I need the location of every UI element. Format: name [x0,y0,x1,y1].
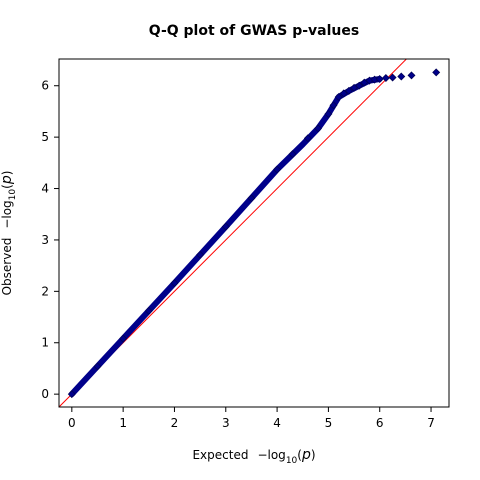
data-point [247,194,256,203]
data-point [314,124,323,133]
data-point [324,110,333,118]
data-point [388,73,397,82]
y-tick-label: 3 [41,233,49,247]
x-tick-label: 6 [376,416,384,430]
data-point [329,101,338,110]
data-point [170,279,179,288]
data-point [375,75,384,83]
data-point [339,89,348,98]
data-point [288,150,297,159]
x-tick-label: 1 [119,416,127,430]
data-point [334,93,343,101]
data-point [432,68,441,77]
x-tick-label: 3 [222,416,230,430]
x-tick-label: 4 [273,416,281,430]
data-point [144,306,153,315]
y-tick-label: 5 [41,130,49,144]
y-tick-label: 4 [41,182,49,196]
plot-frame [58,58,450,408]
data-point [119,334,128,343]
data-point [355,81,364,90]
y-axis-label: Observed−log10(p) [0,171,18,296]
data-point [221,222,230,231]
observed-points-band [68,76,383,398]
data-point [381,74,390,82]
data-point [407,71,416,80]
data-point [67,390,76,399]
x-tick-label: 5 [325,416,333,430]
x-tick-label: 0 [68,416,76,430]
data-point [303,134,312,143]
y-tick-label: 6 [41,79,49,93]
data-point [273,165,282,174]
data-point [344,86,353,95]
data-point [397,72,406,81]
data-point [196,250,205,259]
y-tick-label: 2 [41,284,49,298]
y-tick-label: 1 [41,336,49,350]
chart-title: Q-Q plot of GWAS p-values [149,23,359,39]
x-tick-label: 7 [427,416,435,430]
x-axis-label: Expected −log10(p) [192,447,315,466]
y-tick-label: 0 [41,387,49,401]
data-point [93,362,102,371]
x-tick-label: 2 [171,416,179,430]
